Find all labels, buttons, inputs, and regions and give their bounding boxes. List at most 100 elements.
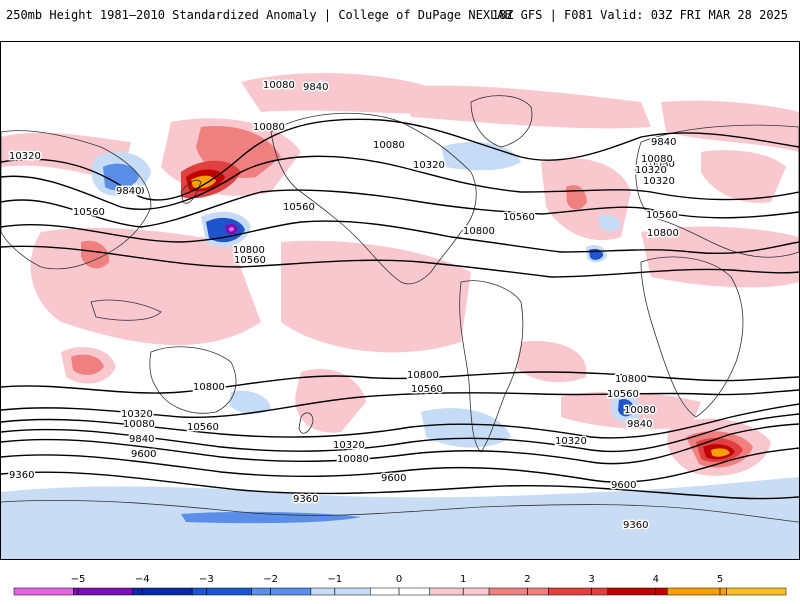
- contour-label: 10800: [615, 374, 647, 385]
- contour-label: 10800: [463, 226, 495, 237]
- contour-label: 10560: [411, 384, 443, 395]
- contour-label: 10800: [407, 370, 439, 381]
- contour-9360-south: [1, 471, 799, 500]
- map-panel: 9840 10080 10320 9840 10560 10080 10320 10560 10…: [0, 41, 800, 560]
- colorbar-swatch: [666, 587, 727, 596]
- contour-10800-north: [1, 245, 799, 278]
- contour-label: 10080: [373, 140, 405, 151]
- contour-label: 10800: [647, 228, 679, 239]
- anomaly-positive-region: [661, 100, 799, 152]
- contour-label: 10320: [333, 440, 365, 451]
- contour-label: 10560: [503, 212, 535, 223]
- height-contours: [1, 118, 799, 500]
- contour-label: 10080: [337, 454, 369, 465]
- contour-label: 10080: [624, 405, 656, 416]
- contour-label: 9360: [293, 494, 318, 505]
- continent-antarctica: [1, 499, 799, 523]
- world-map: 9840100801032098401056010080103201056010…: [1, 72, 799, 559]
- contour-label: 10320: [635, 165, 667, 176]
- contour-label: 10080: [123, 419, 155, 430]
- contour-label: 10800: [233, 245, 265, 256]
- continent-asia-west: [1, 130, 152, 270]
- contour-10080-north: [1, 155, 799, 210]
- anomaly-positive-region: [711, 448, 730, 457]
- anomaly-positive-region: [191, 175, 216, 189]
- contour-label: 10560: [607, 389, 639, 400]
- colorbar-swatch: [251, 587, 312, 596]
- model-run-info: 18Z GFS | F081 Valid: 03Z FRI MAR 28 202…: [491, 8, 788, 22]
- contour-label: 10560: [234, 255, 266, 266]
- colorbar-tick-label: −1: [327, 574, 342, 585]
- contour-label: 9840: [116, 186, 141, 197]
- contour-label: 10560: [283, 202, 315, 213]
- contour-label: 10320: [643, 176, 675, 187]
- colorbar-tick-label: 4: [653, 574, 659, 585]
- contour-label: 10560: [73, 207, 105, 218]
- contour-label: 9840: [627, 419, 652, 430]
- contour-10320-north: [1, 189, 799, 228]
- colorbar-tick-label: −4: [135, 574, 150, 585]
- contour-label: 9840: [651, 137, 676, 148]
- contour-label: 10320: [9, 151, 41, 162]
- colorbar-swatch: [191, 587, 252, 596]
- colorbar-tick-label: −2: [263, 574, 278, 585]
- islands-japan: [180, 179, 202, 204]
- contour-label: 10080: [643, 159, 675, 170]
- contour-label: 10560: [187, 422, 219, 433]
- anomaly-positive-region: [281, 240, 471, 353]
- contour-10080-south: [1, 413, 799, 453]
- contour-label: 9840: [303, 82, 328, 93]
- anomaly-negative-region: [599, 215, 621, 232]
- continent-australia: [149, 346, 237, 414]
- contour-label: 9360: [9, 470, 34, 481]
- colorbar-swatch: [73, 587, 134, 596]
- contour-label: 10080: [641, 154, 673, 165]
- contour-9840-south: [1, 423, 799, 465]
- colorbar-tick-label: 2: [524, 574, 530, 585]
- colorbar-tick-label: 3: [588, 574, 594, 585]
- contour-label: 9600: [381, 473, 406, 484]
- anomaly-positive-region: [401, 85, 651, 129]
- anomaly-positive-region: [241, 72, 441, 114]
- contour-10320-south: [1, 403, 799, 439]
- anomaly-positive-region: [516, 341, 587, 383]
- colorbar-tick-label: 5: [717, 574, 723, 585]
- anomaly-negative-region: [181, 511, 361, 524]
- contour-label: 10320: [121, 409, 153, 420]
- colorbar-tick-label: −3: [199, 574, 214, 585]
- contour-label: 10560: [646, 210, 678, 221]
- colorbar-swatch: [13, 587, 74, 596]
- anomaly-negative-region: [206, 217, 245, 243]
- islands-newzealand: [298, 412, 314, 434]
- anomaly-shading: [1, 72, 799, 559]
- continent-africa: [640, 256, 744, 418]
- contour-label-layer: 9840100801032098401056010080103201056010…: [8, 79, 681, 533]
- contour-label: 9840: [129, 434, 154, 445]
- contour-10560-south: [1, 389, 799, 419]
- contour-label: 9360: [623, 520, 648, 531]
- colorbar-swatch: [429, 587, 490, 596]
- contour-label: 9840: [119, 186, 144, 197]
- anomaly-positive-region: [701, 150, 786, 203]
- contour-label: 9600: [611, 480, 636, 491]
- contour-label: 10080: [263, 80, 295, 91]
- colorbar-tick-label: −5: [71, 574, 86, 585]
- continent-eurasia: [635, 124, 799, 258]
- colorbar-swatch: [488, 587, 549, 596]
- colorbar-swatch: [310, 587, 371, 596]
- antarctica-region: [1, 477, 799, 559]
- colorbar-swatch: [370, 587, 430, 596]
- colorbar: −5 −4 −3 −2 −1 0 1 2 3 4 5: [0, 570, 800, 600]
- coastlines: [1, 95, 799, 523]
- continent-south-america: [459, 280, 524, 453]
- anomaly-negative-region: [618, 399, 635, 417]
- colorbar-swatch: [548, 587, 609, 596]
- contour-label: 10080: [253, 122, 285, 133]
- islands-indonesia: [90, 299, 162, 321]
- colorbar-graphic: −5 −4 −3 −2 −1 0 1 2 3 4 5: [13, 574, 787, 596]
- anomaly-negative-region: [441, 142, 521, 171]
- colorbar-tick-label: 0: [396, 574, 402, 585]
- contour-9600-south: [1, 447, 799, 483]
- map-title: 250mb Height 1981–2010 Standardized Anom…: [6, 8, 512, 22]
- anomaly-negative-region: [229, 226, 234, 232]
